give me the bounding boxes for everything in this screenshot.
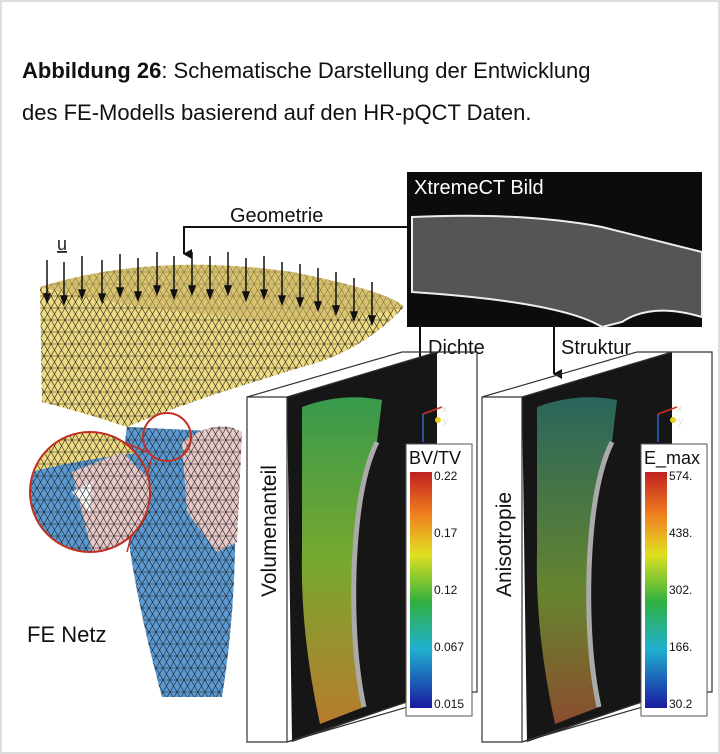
- colorbar-title: E_max: [644, 448, 700, 469]
- section-label: Anisotropie: [493, 492, 516, 597]
- figure: XtremeCT Bild Geometrie Dichte Struktur …: [2, 152, 718, 752]
- caption-line: Abbildung 26: Schematische Darstellung d…: [22, 58, 591, 84]
- colorbar: [645, 472, 667, 708]
- colorbar-tick: 0.067: [434, 640, 464, 654]
- axis-y: [670, 417, 676, 423]
- ct-label: XtremeCT Bild: [414, 177, 544, 199]
- axis-label: x: [442, 404, 447, 415]
- fe-mesh-label: FE Netz: [27, 622, 106, 647]
- axis-label: x: [677, 404, 682, 415]
- displacement-label: u: [57, 234, 67, 254]
- caption-label: Abbildung 26: [22, 58, 161, 83]
- colorbar-tick: 574.: [669, 469, 692, 483]
- caption-text: : Schematische Darstellung der Entwicklu…: [161, 58, 590, 83]
- colorbar-tick: 0.17: [434, 526, 458, 540]
- colorbar-tick: 166.: [669, 640, 692, 654]
- axis-label: y: [678, 416, 683, 427]
- colorbar-tick: 438.: [669, 526, 692, 540]
- colorbar-tick: 302.: [669, 583, 692, 597]
- colorbar-tick: 0.22: [434, 469, 458, 483]
- geometry-label: Geometrie: [230, 205, 323, 227]
- caption-line: des FE-Modells basierend auf den HR-pQCT…: [22, 100, 532, 126]
- structure-label: Struktur: [561, 337, 631, 359]
- colorbar-tick: 30.2: [669, 697, 693, 711]
- volume-box: VolumenanteilxyzBV/TV0.220.170.120.0670.…: [247, 352, 477, 742]
- page: Abbildung 26: Schematische Darstellung d…: [0, 0, 720, 754]
- colorbar-title: BV/TV: [409, 448, 461, 468]
- axis-label: y: [443, 416, 448, 427]
- colorbar: [410, 472, 432, 708]
- axis-y: [435, 417, 441, 423]
- colorbar-tick: 0.015: [434, 697, 464, 711]
- section-label: Volumenanteil: [258, 465, 281, 597]
- arrow: [184, 227, 407, 254]
- colorbar-tick: 0.12: [434, 583, 458, 597]
- zoom-circle: [30, 432, 152, 552]
